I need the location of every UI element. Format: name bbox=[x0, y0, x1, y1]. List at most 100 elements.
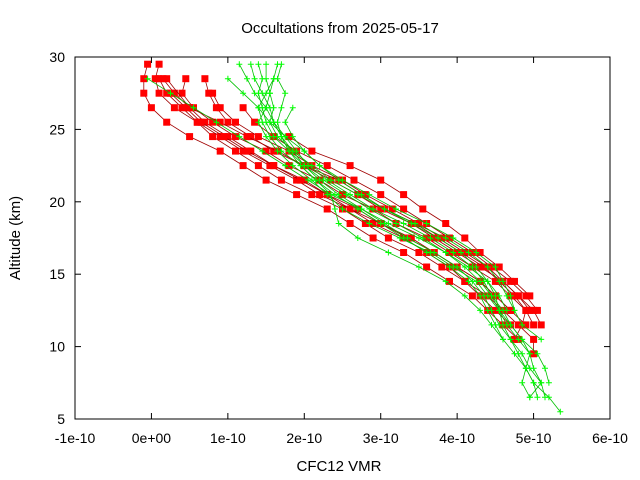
red-series-line bbox=[170, 92, 511, 311]
x-tick-label: 5e-10 bbox=[516, 430, 552, 446]
green-point bbox=[167, 90, 174, 97]
red-point bbox=[346, 205, 354, 213]
green-point bbox=[473, 249, 480, 256]
red-point bbox=[388, 205, 396, 213]
green-point bbox=[335, 220, 342, 227]
y-tick-label: 10 bbox=[49, 339, 65, 355]
red-point bbox=[270, 162, 278, 170]
green-point bbox=[473, 264, 480, 270]
green-point bbox=[442, 249, 449, 256]
red-point bbox=[346, 162, 354, 170]
red-point bbox=[377, 191, 385, 199]
red-point bbox=[369, 234, 377, 242]
green-point bbox=[500, 336, 506, 343]
green-point bbox=[297, 162, 304, 169]
red-point bbox=[247, 147, 255, 155]
red-point bbox=[300, 176, 308, 184]
red-point bbox=[438, 263, 446, 271]
red-point bbox=[220, 133, 228, 141]
red-point bbox=[461, 249, 469, 256]
red-point bbox=[170, 89, 178, 97]
green-point bbox=[278, 104, 285, 111]
green-point bbox=[393, 220, 399, 227]
green-point bbox=[534, 394, 541, 401]
x-axis-label: CFC12 VMR bbox=[296, 458, 381, 475]
green-point bbox=[278, 61, 285, 68]
red-point bbox=[511, 292, 518, 300]
red-point bbox=[155, 60, 163, 68]
red-point bbox=[178, 89, 186, 97]
red-point bbox=[163, 89, 171, 97]
red-point bbox=[262, 176, 270, 184]
green-point bbox=[282, 133, 289, 140]
green-point bbox=[530, 379, 537, 386]
green-point bbox=[385, 249, 392, 256]
green-point bbox=[477, 292, 484, 299]
red-point bbox=[151, 75, 159, 83]
red-point bbox=[361, 191, 369, 199]
chart-title: Occultations from 2025-05-17 bbox=[241, 20, 439, 37]
red-point bbox=[182, 75, 190, 83]
green-point bbox=[358, 191, 365, 198]
red-point bbox=[254, 133, 262, 141]
green-point bbox=[263, 61, 270, 68]
green-point bbox=[484, 264, 491, 270]
red-point bbox=[293, 176, 301, 184]
red-point bbox=[400, 191, 408, 199]
green-series-line bbox=[257, 64, 546, 398]
green-point bbox=[507, 336, 514, 343]
green-point bbox=[542, 365, 548, 372]
green-point bbox=[224, 75, 231, 82]
green-point bbox=[240, 90, 247, 97]
red-point bbox=[468, 249, 476, 256]
green-point bbox=[274, 119, 281, 126]
green-point bbox=[477, 307, 484, 314]
green-point bbox=[366, 206, 373, 212]
plot-area bbox=[140, 60, 564, 415]
red-point bbox=[297, 176, 304, 184]
x-tick-label: 4e-10 bbox=[439, 430, 475, 446]
green-point bbox=[538, 379, 545, 386]
green-point bbox=[484, 278, 491, 285]
green-point bbox=[557, 408, 564, 415]
red-point bbox=[339, 191, 346, 199]
red-point bbox=[224, 118, 232, 126]
red-point bbox=[480, 263, 488, 271]
green-point bbox=[377, 220, 384, 227]
green-point bbox=[415, 235, 422, 241]
red-point bbox=[430, 234, 438, 242]
y-tick-label: 25 bbox=[49, 121, 65, 137]
red-point bbox=[400, 205, 408, 213]
x-tick-label: 2e-10 bbox=[286, 430, 322, 446]
red-point bbox=[163, 118, 171, 126]
green-point bbox=[255, 119, 262, 126]
green-point bbox=[266, 119, 273, 126]
green-point bbox=[266, 90, 273, 97]
green-point bbox=[289, 133, 296, 140]
green-point bbox=[282, 119, 289, 126]
green-point bbox=[328, 177, 334, 184]
red-point bbox=[511, 335, 518, 343]
red-series-line bbox=[212, 93, 531, 311]
red-point bbox=[350, 176, 358, 184]
green-point bbox=[259, 90, 266, 97]
green-point bbox=[542, 394, 548, 401]
green-point bbox=[435, 235, 441, 241]
green-point bbox=[511, 350, 518, 357]
red-point bbox=[216, 133, 224, 141]
red-point bbox=[155, 75, 163, 83]
red-point bbox=[201, 75, 209, 83]
green-point bbox=[496, 307, 503, 314]
green-point bbox=[308, 177, 315, 184]
red-point bbox=[377, 176, 385, 184]
green-point bbox=[339, 206, 346, 212]
red-point bbox=[216, 104, 224, 112]
green-point bbox=[496, 292, 503, 299]
green-point bbox=[465, 249, 472, 256]
red-point bbox=[423, 234, 431, 242]
red-series-10 bbox=[285, 133, 534, 300]
green-point bbox=[331, 206, 338, 212]
green-point bbox=[522, 365, 529, 372]
green-point bbox=[530, 365, 537, 372]
red-point bbox=[495, 263, 503, 271]
